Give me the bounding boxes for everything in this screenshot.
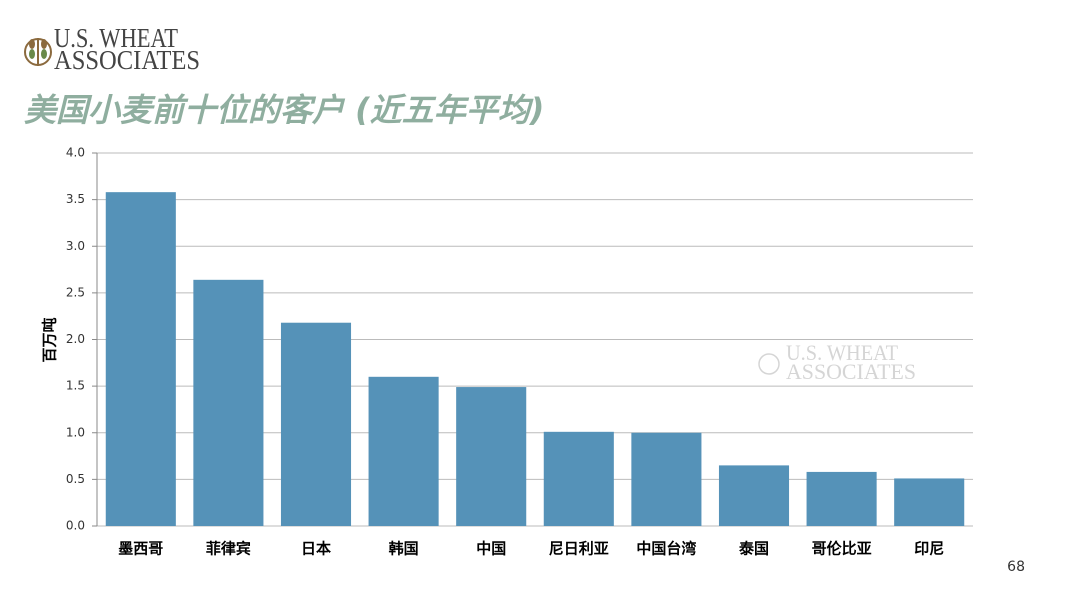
x-tick-label: 中国 xyxy=(476,540,506,558)
y-tick-label: 1.5 xyxy=(66,379,85,393)
y-tick-label: 2.5 xyxy=(66,285,85,299)
x-tick-label: 哥伦比亚 xyxy=(812,540,872,558)
bar xyxy=(894,478,965,526)
x-tick-label: 墨西哥 xyxy=(118,540,163,558)
watermark-line1: U.S. WHEAT xyxy=(786,340,899,365)
x-tick-label: 泰国 xyxy=(738,540,769,558)
bar xyxy=(631,432,702,526)
chart-title: 美国小麦前十位的客户 (近五年平均) xyxy=(24,91,544,129)
logo-icon xyxy=(24,38,52,66)
x-tick-label: 中国台湾 xyxy=(636,540,696,558)
logo-line1: U.S. WHEAT xyxy=(54,23,178,53)
bar xyxy=(368,376,439,526)
logo-line2: ASSOCIATES xyxy=(54,45,200,75)
logo: U.S. WHEAT ASSOCIATES xyxy=(24,23,200,75)
x-tick-label: 菲律宾 xyxy=(206,540,251,558)
y-tick-label: 1.0 xyxy=(66,425,85,439)
watermark: U.S. WHEAT ASSOCIATES xyxy=(758,340,916,384)
x-tick-label: 尼日利亚 xyxy=(549,540,609,558)
y-tick-label: 0.5 xyxy=(66,472,85,486)
y-tick-label: 2.0 xyxy=(66,332,85,346)
bar xyxy=(280,322,352,526)
bar xyxy=(718,465,790,526)
y-tick-label: 4.0 xyxy=(66,146,85,160)
y-axis-label: 百万吨 xyxy=(41,317,59,362)
x-tick-label: 印尼 xyxy=(914,540,944,558)
bar xyxy=(806,471,877,526)
x-tick-label: 韩国 xyxy=(389,540,419,558)
x-tick-label: 日本 xyxy=(301,540,331,558)
y-tick-label: 0.0 xyxy=(66,519,85,533)
bar xyxy=(193,279,264,526)
bar xyxy=(543,431,614,526)
y-tick-label: 3.0 xyxy=(66,239,85,253)
y-tick-label: 3.5 xyxy=(66,192,85,206)
page-number: 68 xyxy=(1007,559,1025,575)
bar xyxy=(456,387,527,526)
bar xyxy=(105,192,176,527)
watermark-line2: ASSOCIATES xyxy=(786,359,916,384)
